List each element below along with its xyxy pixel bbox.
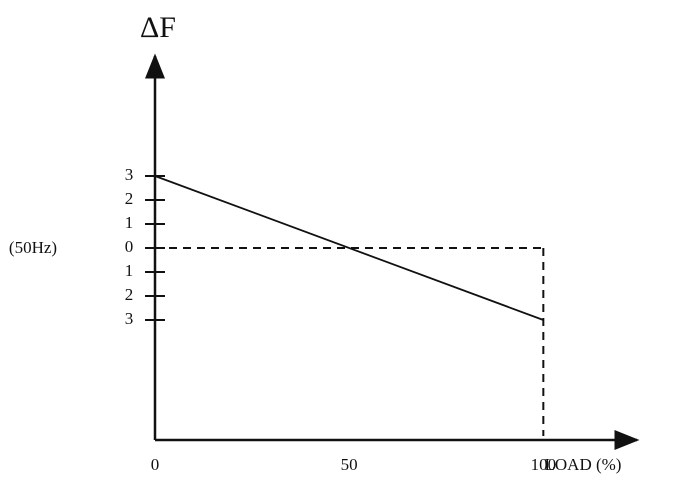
y-tick-label: 3 bbox=[125, 165, 134, 184]
y-tick-label: 1 bbox=[125, 213, 134, 232]
y-axis-label: ΔF bbox=[140, 11, 176, 44]
x-tick-label: 0 bbox=[151, 455, 160, 474]
annotation: (50Hz) bbox=[9, 238, 57, 257]
y-tick-label: 3 bbox=[125, 309, 134, 328]
x-tick-label: 100 bbox=[531, 455, 557, 474]
y-tick-label: 2 bbox=[125, 285, 134, 304]
y-tick-label: 0 bbox=[125, 237, 134, 256]
x-tick-label: 50 bbox=[341, 455, 358, 474]
chart: ΔF LOAD (%) (50Hz) 3210123050100 bbox=[0, 0, 698, 485]
y-tick-label: 2 bbox=[125, 189, 134, 208]
y-tick-label: 1 bbox=[125, 261, 134, 280]
